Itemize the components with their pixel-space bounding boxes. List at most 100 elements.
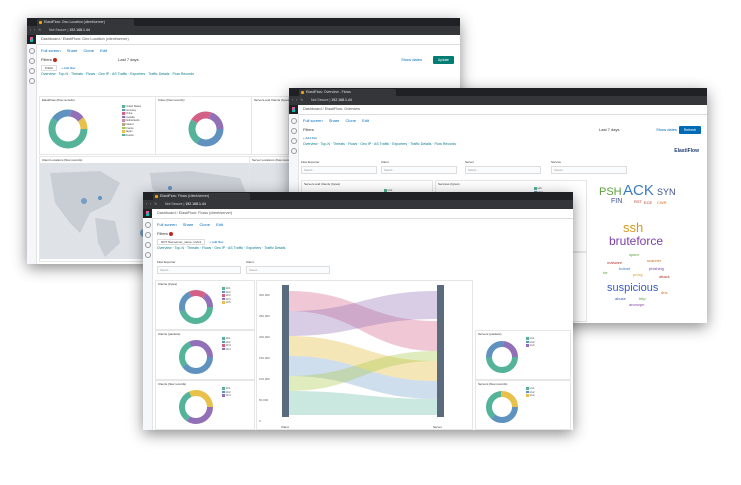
add-filter-link[interactable]: + Add filter: [303, 136, 318, 140]
word[interactable]: RST: [634, 199, 642, 204]
control-label: Server: [465, 160, 474, 164]
menu-clone[interactable]: Clone: [83, 48, 94, 53]
donut-chart[interactable]: [156, 387, 254, 429]
word[interactable]: spam: [629, 252, 639, 257]
menu-edit[interactable]: Edit: [100, 48, 107, 53]
filters-label[interactable]: Filters: [157, 231, 168, 236]
donut-chart[interactable]: [476, 387, 570, 429]
control-label: Flow Exporter: [157, 260, 176, 264]
kibana-logo-icon[interactable]: [143, 209, 152, 218]
filters-label[interactable]: Filters: [303, 127, 314, 132]
browser-tab[interactable]: ElastiFlow: Overview - Flows: [299, 89, 396, 96]
word[interactable]: http: [639, 296, 646, 301]
public-label[interactable]: Public: [41, 65, 58, 71]
filters-label[interactable]: Filters: [41, 57, 52, 62]
update-button[interactable]: Update: [432, 56, 454, 64]
dashboard-nav-links[interactable]: Overview · Top-N · Threats · Flows · Geo…: [41, 72, 194, 76]
menu-share[interactable]: Share: [66, 48, 78, 53]
control-label: Service: [551, 160, 562, 164]
address-bar[interactable]: ‹ › ↻ Not Secure | 192.168.1.44: [143, 200, 573, 209]
visualize-icon[interactable]: [290, 128, 297, 134]
word[interactable]: proxy: [633, 272, 643, 277]
dashboard-icon[interactable]: [28, 68, 35, 74]
settings-icon[interactable]: [144, 252, 151, 258]
word[interactable]: attack: [659, 274, 670, 279]
menu-share[interactable]: Share: [328, 118, 340, 123]
browser-tab-strip: ElastiFlow: Flows (client/server): [143, 192, 573, 200]
word[interactable]: CWR: [657, 200, 667, 205]
menu-full-screen[interactable]: Full screen: [303, 118, 323, 123]
word[interactable]: dns: [661, 290, 668, 295]
settings-icon[interactable]: [290, 148, 297, 154]
server-select[interactable]: Select...: [465, 166, 541, 174]
add-filter-link[interactable]: + Add filter: [61, 66, 76, 70]
add-filter-link[interactable]: + Add filter: [209, 240, 224, 244]
donut-chart[interactable]: [476, 337, 570, 379]
word[interactable]: PSH: [599, 186, 622, 198]
breadcrumb[interactable]: Dashboard / ElastiFlow: Geo Location (cl…: [41, 37, 129, 41]
url-host: 192.168.1.44: [331, 98, 352, 102]
flow-exporter-select[interactable]: Select...: [157, 266, 241, 274]
flow-exporter-select[interactable]: Select...: [301, 166, 377, 174]
dashboard-icon[interactable]: [144, 242, 151, 248]
word[interactable]: anonvpn: [629, 302, 645, 307]
word[interactable]: scanner: [647, 258, 662, 263]
word[interactable]: ECE: [644, 200, 653, 205]
menu-edit[interactable]: Edit: [362, 118, 369, 123]
discover-icon[interactable]: [144, 222, 151, 228]
word[interactable]: tor: [603, 270, 608, 275]
menu-share[interactable]: Share: [182, 222, 194, 227]
word[interactable]: bruteforce: [609, 234, 664, 248]
word[interactable]: SYN: [657, 187, 676, 197]
donut-chart[interactable]: [40, 103, 155, 153]
dashboard-icon[interactable]: [290, 138, 297, 144]
show-dates-link[interactable]: Show dates: [401, 57, 422, 62]
show-dates-link[interactable]: Show dates: [656, 127, 677, 132]
donut-chart[interactable]: [156, 337, 254, 379]
discover-icon[interactable]: [28, 48, 35, 54]
nav-arrows-icon[interactable]: ‹ › ↻: [30, 28, 43, 32]
panel-title: Clients (flow records): [158, 382, 187, 386]
donut-chart[interactable]: [156, 103, 251, 153]
word[interactable]: suspicious: [607, 282, 659, 294]
refresh-button[interactable]: Refresh: [678, 126, 701, 134]
sankey-client-label: Client: [281, 425, 289, 429]
address-bar[interactable]: ‹ › ↻ Not Secure | 192.168.1.44: [27, 26, 460, 35]
word-cloud: PSH ACK SYN FIN RST ECE CWR ssh brutefor…: [589, 180, 705, 320]
word[interactable]: ssh: [623, 220, 644, 235]
menu-full-screen[interactable]: Full screen: [157, 222, 177, 227]
word[interactable]: malware: [607, 260, 623, 265]
nav-arrows-icon[interactable]: ‹ › ↻: [292, 98, 305, 102]
menu-clone[interactable]: Clone: [345, 118, 356, 123]
sankey-diagram[interactable]: [257, 281, 472, 429]
word[interactable]: abuse: [615, 296, 626, 301]
discover-icon[interactable]: [290, 118, 297, 124]
browser-tab[interactable]: ElastiFlow: Flows (client/server): [153, 193, 250, 200]
time-picker[interactable]: Last 7 days: [118, 57, 139, 62]
kibana-logo-icon[interactable]: [289, 105, 298, 114]
menu-clone[interactable]: Clone: [199, 222, 210, 227]
word[interactable]: FIN: [611, 198, 623, 205]
settings-icon[interactable]: [28, 78, 35, 84]
word[interactable]: ACK: [623, 182, 654, 199]
word[interactable]: botnet: [619, 266, 631, 271]
service-select[interactable]: Select...: [551, 166, 627, 174]
kibana-logo-icon[interactable]: [27, 35, 36, 44]
filter-pill[interactable]: NOT flow.server_name: srvfs1: [157, 239, 206, 245]
time-picker[interactable]: Last 7 days: [599, 127, 620, 132]
browser-tab[interactable]: ElastiFlow: Geo Location (client/server): [37, 19, 134, 26]
nav-arrows-icon[interactable]: ‹ › ↻: [146, 202, 159, 206]
donut-chart[interactable]: [156, 287, 254, 329]
client-select[interactable]: Select...: [381, 166, 457, 174]
client-select[interactable]: Select...: [246, 266, 330, 274]
breadcrumb[interactable]: Dashboard / ElastiFlow: Overview: [303, 107, 360, 111]
visualize-icon[interactable]: [28, 58, 35, 64]
menu-full-screen[interactable]: Full screen: [41, 48, 61, 53]
address-bar[interactable]: ‹ › ↻ Not Secure | 192.168.1.44: [289, 96, 707, 105]
word[interactable]: phishing: [649, 266, 664, 271]
visualize-icon[interactable]: [144, 232, 151, 238]
dashboard-nav-links[interactable]: Overview · Top-N · Threats · Flows · Geo…: [303, 142, 456, 146]
menu-edit[interactable]: Edit: [216, 222, 223, 227]
breadcrumb[interactable]: Dashboard / ElastiFlow: Flows (client/se…: [157, 211, 233, 215]
dashboard-nav-links[interactable]: Overview · Top-N · Threats · Flows · Geo…: [157, 246, 286, 250]
